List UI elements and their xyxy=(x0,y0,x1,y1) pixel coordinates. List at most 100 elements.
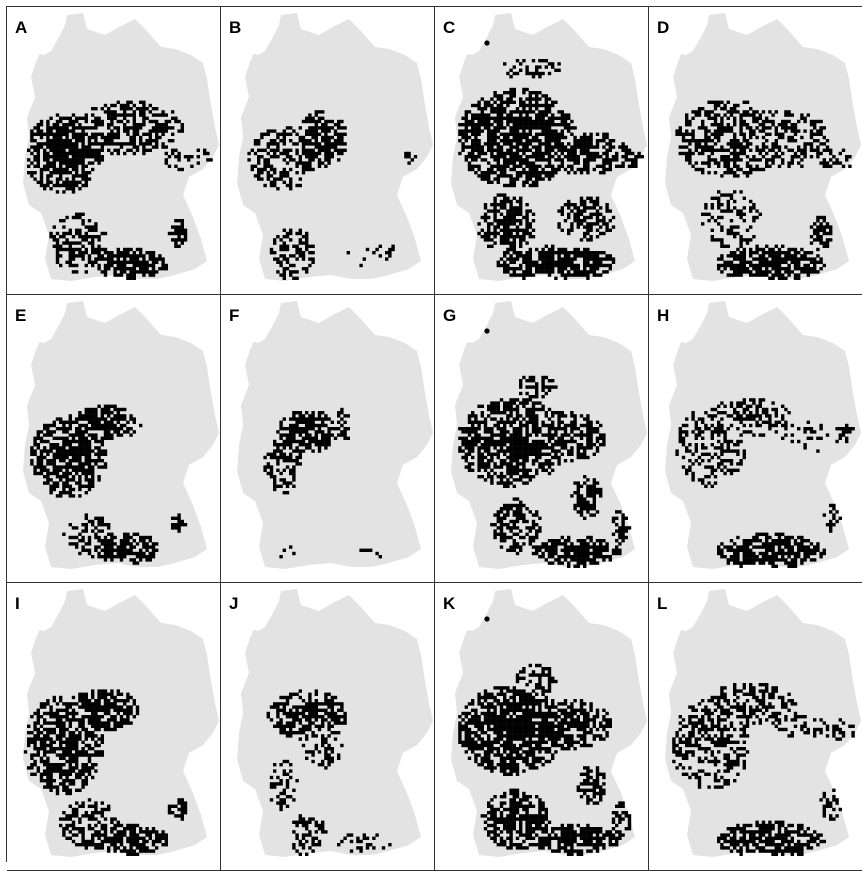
occurrence-cell xyxy=(509,129,513,133)
occurrence-cell xyxy=(621,529,625,533)
occurrence-cell xyxy=(142,254,146,258)
occurrence-cell xyxy=(285,148,290,152)
occurrence-cell xyxy=(541,388,545,392)
occurrence-cell xyxy=(538,75,542,79)
occurrence-cell xyxy=(171,516,175,520)
map-panel-c: C xyxy=(435,7,649,295)
occurrence-cell xyxy=(269,452,274,456)
occurrence-cell xyxy=(506,212,510,216)
occurrence-cell xyxy=(78,135,82,140)
occurrence-cell xyxy=(822,126,826,130)
occurrence-cell xyxy=(55,455,60,460)
occurrence-cell xyxy=(107,142,111,146)
occurrence-cell xyxy=(787,113,791,117)
occurrence-cell xyxy=(132,113,136,117)
occurrence-cell xyxy=(809,132,814,136)
occurrence-cell xyxy=(589,257,593,261)
occurrence-cell xyxy=(487,238,491,242)
occurrence-cell xyxy=(509,465,513,469)
occurrence-cell xyxy=(506,523,510,527)
occurrence-cell xyxy=(793,126,798,130)
occurrence-cell xyxy=(790,158,794,162)
occurrence-cell xyxy=(774,254,778,258)
occurrence-cell xyxy=(611,516,616,520)
occurrence-cell xyxy=(519,103,523,108)
occurrence-cell xyxy=(78,148,82,152)
occurrence-cell xyxy=(717,196,721,200)
occurrence-cells xyxy=(263,407,382,559)
occurrence-cell xyxy=(739,126,743,130)
occurrence-cell xyxy=(161,126,165,130)
occurrence-cell xyxy=(490,475,494,479)
occurrence-cell xyxy=(78,436,82,440)
occurrence-cell xyxy=(547,427,552,431)
occurrence-cell xyxy=(263,164,267,168)
occurrence-cell xyxy=(535,385,539,389)
occurrence-cell xyxy=(110,251,114,255)
occurrence-cell xyxy=(541,251,545,255)
occurrence-cell xyxy=(340,148,344,152)
occurrence-cell xyxy=(570,267,574,271)
occurrence-cell xyxy=(586,251,590,255)
occurrence-cell xyxy=(557,110,561,114)
occurrence-cell xyxy=(174,231,178,236)
occurrence-cell xyxy=(129,270,133,274)
occurrence-cell xyxy=(55,142,60,146)
occurrence-cell xyxy=(282,468,286,472)
occurrence-cell xyxy=(62,459,66,463)
occurrence-cell xyxy=(145,251,149,255)
occurrence-cell xyxy=(535,97,539,101)
occurrence-cell xyxy=(327,151,331,156)
occurrence-cell xyxy=(84,430,88,434)
occurrence-cell xyxy=(531,75,536,79)
occurrence-cell xyxy=(745,228,750,232)
occurrence-cell xyxy=(809,135,814,140)
occurrence-cell xyxy=(75,433,79,437)
occurrence-cell xyxy=(487,414,491,418)
occurrence-cell xyxy=(777,132,782,136)
occurrence-cell xyxy=(68,487,72,492)
occurrence-cell xyxy=(503,263,507,268)
occurrence-cell xyxy=(554,452,558,456)
occurrence-cell xyxy=(81,443,85,447)
occurrence-cell xyxy=(592,503,596,508)
occurrence-cell xyxy=(75,148,79,152)
occurrence-cell xyxy=(503,513,507,517)
occurrence-cell xyxy=(129,542,133,546)
occurrence-cell xyxy=(100,548,104,552)
occurrence-cell xyxy=(739,116,743,120)
occurrence-cell xyxy=(544,254,548,258)
occurrence-cell xyxy=(62,123,66,127)
occurrence-cell xyxy=(816,145,820,149)
occurrence-cell xyxy=(509,231,513,236)
occurrence-cell xyxy=(493,401,497,405)
occurrence-cell xyxy=(729,225,734,229)
occurrence-cell xyxy=(65,260,69,264)
occurrence-cell xyxy=(493,433,497,437)
occurrence-cell xyxy=(535,523,539,527)
occurrence-cell xyxy=(813,267,817,271)
occurrence-cell xyxy=(467,155,472,159)
occurrence-cell xyxy=(726,100,730,104)
occurrence-cell xyxy=(292,471,296,476)
occurrence-cell xyxy=(126,247,130,252)
occurrence-cell xyxy=(560,267,564,271)
occurrence-cell xyxy=(282,257,286,261)
occurrence-cell xyxy=(139,263,143,268)
occurrence-cell xyxy=(519,382,523,386)
occurrence-cell xyxy=(493,142,497,146)
occurrence-cell xyxy=(733,161,737,165)
occurrence-cell xyxy=(621,145,625,149)
occurrence-cell xyxy=(113,103,117,108)
occurrence-cell xyxy=(321,436,325,440)
occurrence-cell xyxy=(269,251,274,255)
occurrence-cell xyxy=(733,235,737,239)
occurrence-cell xyxy=(567,231,571,236)
occurrence-cell xyxy=(519,238,523,242)
occurrence-cell xyxy=(123,535,127,540)
occurrence-cell xyxy=(563,116,568,120)
occurrence-cell xyxy=(324,126,328,130)
occurrence-cell xyxy=(474,433,478,437)
occurrence-cell xyxy=(541,119,545,124)
occurrence-cell xyxy=(758,254,762,258)
